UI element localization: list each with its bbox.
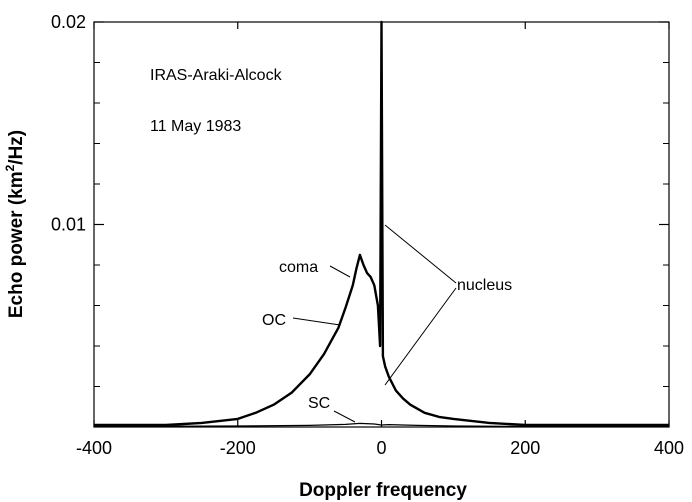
object-name-annotation: IRAS-Araki-Alcock (150, 67, 283, 84)
y-ticks: 0.01 0.02 (51, 12, 669, 235)
y-tick-label: 0.01 (51, 215, 86, 235)
date-annotation: 11 May 1983 (150, 118, 241, 135)
series-line-sc (93, 422, 669, 427)
coma-leader-line (329, 265, 351, 278)
series-line-oc (94, 20, 669, 427)
nucleus-leader-line-lower (384, 287, 457, 386)
series-layer (93, 20, 669, 427)
x-tick-label: 200 (510, 438, 540, 458)
sc-label: SC (308, 395, 330, 412)
coma-label: coma (279, 259, 318, 276)
oc-leader-line (292, 317, 341, 326)
x-tick-label: -400 (76, 438, 112, 458)
x-tick-label: -200 (220, 438, 256, 458)
x-ticks: -400 -200 0 200 400 (76, 22, 684, 458)
x-axis-title: Doppler frequency (299, 480, 467, 501)
y-axis-title: Echo power (km2/Hz) (3, 130, 27, 318)
x-tick-label: 0 (376, 438, 386, 458)
oc-label: OC (262, 312, 286, 329)
sc-leader-line (333, 410, 356, 423)
nucleus-label: nucleus (457, 277, 512, 294)
nucleus-leader-line-upper (384, 224, 457, 284)
y-tick-label: 0.02 (51, 12, 86, 32)
x-tick-label: 400 (654, 438, 684, 458)
